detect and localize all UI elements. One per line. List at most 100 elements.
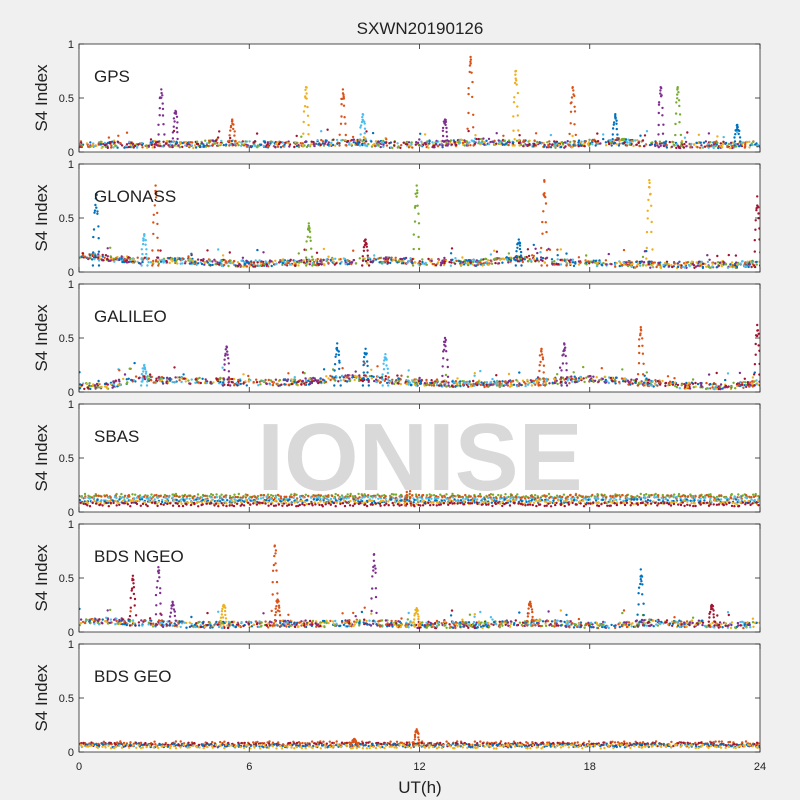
band-point	[392, 496, 395, 500]
data-point	[501, 261, 504, 264]
data-point	[559, 378, 562, 381]
spike-point	[568, 144, 571, 147]
data-point	[621, 263, 624, 267]
data-point	[305, 145, 309, 149]
data-point	[260, 260, 263, 263]
spike-point	[518, 241, 522, 245]
spike-point	[145, 376, 148, 379]
data-point	[435, 139, 438, 143]
band-point	[293, 494, 296, 497]
data-point	[554, 146, 557, 149]
data-point	[105, 382, 108, 385]
data-point	[476, 383, 479, 387]
data-point	[735, 382, 739, 386]
data-point	[174, 380, 177, 384]
data-point	[552, 377, 556, 381]
spike-point	[306, 105, 309, 109]
data-point	[719, 145, 722, 148]
spike-peak	[225, 345, 228, 348]
data-point	[247, 380, 251, 383]
data-point	[565, 262, 569, 265]
data-point	[176, 376, 179, 379]
data-point	[740, 260, 744, 263]
data-point	[79, 256, 81, 259]
data-point	[450, 384, 454, 387]
data-point	[300, 259, 303, 262]
data-point	[125, 382, 128, 385]
data-point	[636, 263, 639, 266]
data-point	[480, 381, 483, 384]
data-point	[433, 263, 436, 266]
band-point	[625, 494, 628, 497]
data-point	[577, 141, 580, 144]
data-point	[489, 381, 492, 384]
band-point	[753, 498, 756, 502]
data-point	[293, 261, 296, 264]
band-point	[591, 493, 594, 497]
data-point	[404, 256, 408, 260]
spike-point	[154, 196, 158, 199]
band-point	[505, 496, 508, 499]
data-point	[423, 133, 427, 136]
band-point	[650, 493, 653, 497]
data-point	[627, 261, 631, 264]
data-point	[607, 381, 610, 385]
data-point	[726, 145, 729, 149]
band-point	[570, 497, 573, 500]
spike-peak	[443, 118, 447, 121]
data-point	[498, 142, 502, 146]
spike-point	[308, 230, 312, 233]
spike-point	[308, 226, 311, 230]
band-point	[666, 499, 669, 502]
data-point	[214, 260, 217, 263]
data-point	[242, 144, 246, 147]
band-point	[193, 495, 196, 498]
spike-point	[650, 230, 653, 234]
data-point	[133, 260, 137, 263]
data-point	[461, 380, 464, 383]
data-point	[112, 146, 115, 149]
spike-point	[614, 116, 617, 120]
data-point	[171, 260, 174, 263]
data-point	[350, 143, 353, 146]
spike-point	[386, 378, 390, 381]
band-point	[384, 497, 387, 500]
data-point	[318, 142, 321, 145]
data-point	[468, 141, 471, 144]
data-point	[728, 146, 731, 150]
spike-point	[223, 368, 226, 372]
data-point	[137, 143, 140, 146]
data-point	[671, 265, 674, 269]
spike-point	[441, 134, 445, 138]
data-point	[706, 260, 710, 264]
data-point	[748, 146, 751, 149]
band-point	[458, 494, 461, 498]
data-point	[365, 130, 368, 133]
data-point	[216, 141, 219, 145]
data-point	[125, 144, 129, 148]
band-point	[390, 493, 394, 496]
spike-point	[570, 96, 574, 99]
data-point	[176, 262, 179, 265]
data-point	[686, 131, 689, 134]
data-point	[346, 374, 350, 377]
spike-point	[469, 60, 472, 63]
data-point	[752, 140, 755, 143]
data-point	[487, 143, 491, 146]
data-point	[400, 374, 403, 377]
data-point	[127, 256, 130, 259]
data-point	[491, 140, 494, 143]
spike-point	[443, 348, 446, 351]
spike-point	[226, 350, 229, 353]
data-point	[574, 378, 577, 381]
data-point	[511, 379, 515, 383]
data-point	[551, 143, 554, 146]
data-point	[676, 265, 680, 269]
data-point	[449, 252, 453, 255]
spike-point	[676, 97, 679, 100]
band-point	[220, 493, 223, 496]
data-point	[396, 142, 399, 145]
data-point	[319, 377, 322, 380]
band-point	[689, 499, 692, 502]
band-point	[100, 495, 103, 498]
